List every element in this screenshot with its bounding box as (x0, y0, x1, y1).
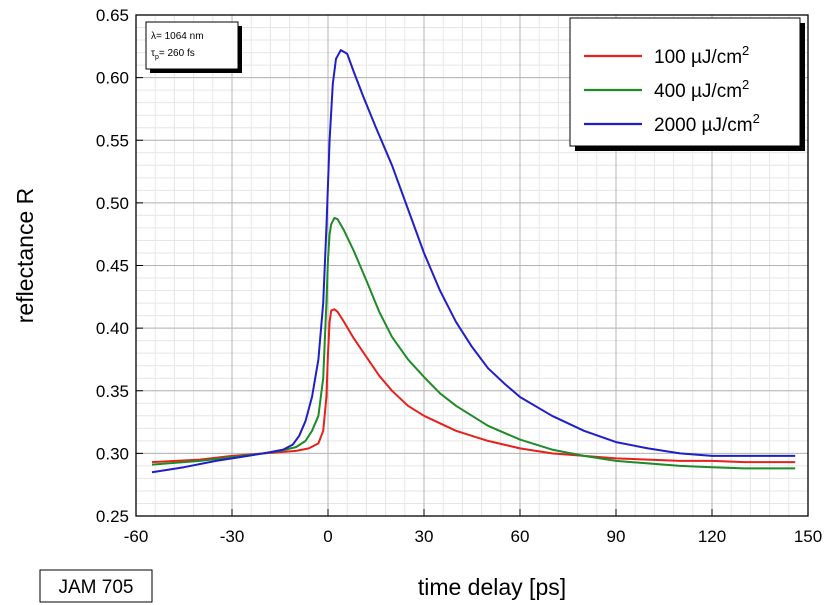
sample-tag-frame (39, 569, 153, 603)
tick-marks (135, 14, 809, 517)
y-tick-label: 0.40 (96, 319, 129, 338)
y-tick-label: 0.55 (96, 131, 129, 150)
sample-tag: JAM 705 (39, 569, 153, 603)
legend-label-1: 100 µJ/cm2 (654, 43, 749, 68)
x-tick-label: -60 (124, 527, 149, 546)
legend-label-superscript: 2 (753, 111, 760, 126)
legend-label-text: 400 µJ/cm (654, 81, 742, 102)
legend-label-3: 2000 µJ/cm2 (654, 111, 760, 136)
info-box-frame (145, 21, 239, 70)
legend-label-text: 100 µJ/cm (654, 47, 742, 68)
legend-label-superscript: 2 (742, 77, 749, 92)
y-axis-title: reflectance R (12, 188, 38, 324)
x-tick-label: 60 (511, 527, 530, 546)
y-tick-label: 0.35 (96, 382, 129, 401)
x-tick-labels: -60 -30 0 30 60 90 120 150 (124, 527, 822, 546)
info-wavelength: λ= 1064 nm (151, 31, 204, 42)
x-axis-title: time delay [ps] (418, 574, 566, 600)
series-line-1 (151, 308, 796, 464)
series-line-2 (151, 216, 796, 470)
y-tick-label: 0.45 (96, 257, 129, 276)
y-tick-label: 0.25 (96, 507, 129, 526)
legend-label-text: 2000 µJ/cm (654, 115, 753, 136)
legend-label-2: 400 µJ/cm2 (654, 77, 749, 102)
x-tick-label: 150 (794, 527, 822, 546)
x-tick-label: 90 (607, 527, 626, 546)
series-layer (151, 49, 796, 474)
y-tick-label: 0.30 (96, 444, 129, 463)
x-tick-label: 0 (323, 527, 332, 546)
y-tick-label: 0.50 (96, 194, 129, 213)
info-pulse-value: = 260 fs (159, 48, 195, 59)
info-box: λ= 1064 nm τp= 260 fs (145, 21, 242, 73)
y-tick-label: 0.65 (96, 6, 129, 25)
info-tau-subscript: p (155, 54, 159, 61)
y-tick-labels: 0.25 0.30 0.35 0.40 0.45 0.50 0.55 0.60 0.65 (96, 6, 129, 526)
x-tick-label: 30 (415, 527, 434, 546)
x-tick-label: 120 (698, 527, 726, 546)
sample-tag-label: JAM 705 (59, 577, 134, 598)
series-line-3 (151, 49, 796, 474)
x-tick-label: -30 (220, 527, 245, 546)
info-tau-symbol: τ (151, 48, 155, 59)
y-tick-label: 0.60 (96, 69, 129, 88)
legend-label-superscript: 2 (742, 43, 749, 58)
info-pulse-duration: τp= 260 fs (151, 48, 195, 61)
